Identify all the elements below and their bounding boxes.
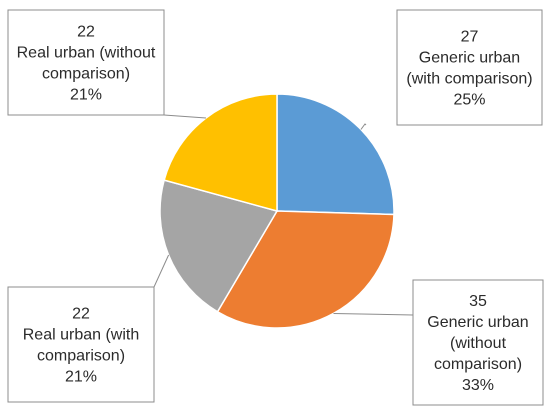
- data-label-callout: 27 Generic urban (with comparison) 25%: [396, 9, 543, 126]
- data-label-name: comparison): [42, 66, 130, 83]
- callout-box: [7, 9, 165, 116]
- leader-line: [153, 254, 170, 288]
- data-label-name: Real urban (without: [17, 45, 156, 62]
- pie-slice: [163, 93, 278, 212]
- pie-slice: [159, 179, 279, 313]
- data-label-name: (without: [450, 335, 507, 352]
- data-label-callout: 22 Real urban (without comparison) 21%: [7, 9, 165, 116]
- data-label-name: Real urban (with: [23, 327, 140, 344]
- leader-line: [333, 313, 414, 316]
- callout-box: [396, 9, 543, 126]
- leader-line: [360, 123, 367, 130]
- data-label-value: 22: [77, 24, 95, 41]
- data-label-name: comparison): [434, 356, 522, 373]
- pie-slice: [216, 210, 395, 329]
- pie-slices: [159, 93, 395, 329]
- leader-lines: [153, 114, 414, 316]
- data-label-name: (with comparison): [406, 71, 532, 88]
- data-label-name: Generic urban: [419, 50, 520, 67]
- data-label-percent: 21%: [70, 87, 102, 104]
- data-label-name: Generic urban: [427, 314, 528, 331]
- callout-box: [412, 279, 544, 406]
- data-label-percent: 21%: [65, 369, 97, 386]
- data-label-value: 22: [72, 306, 90, 323]
- data-label-callout: 35 Generic urban (without comparison) 33%: [412, 279, 544, 406]
- data-label-value: 35: [469, 293, 487, 310]
- data-label-percent: 33%: [462, 377, 494, 394]
- leader-line: [163, 114, 207, 119]
- data-label-name: comparison): [37, 348, 125, 365]
- pie-slice: [276, 93, 395, 216]
- data-label-percent: 25%: [453, 92, 485, 109]
- data-label-callouts: 27 Generic urban (with comparison) 25% 35 Gen…: [7, 9, 544, 406]
- callout-box: [7, 286, 155, 403]
- data-label-value: 27: [461, 29, 479, 46]
- data-label-callout: 22 Real urban (with comparison) 21%: [7, 286, 155, 403]
